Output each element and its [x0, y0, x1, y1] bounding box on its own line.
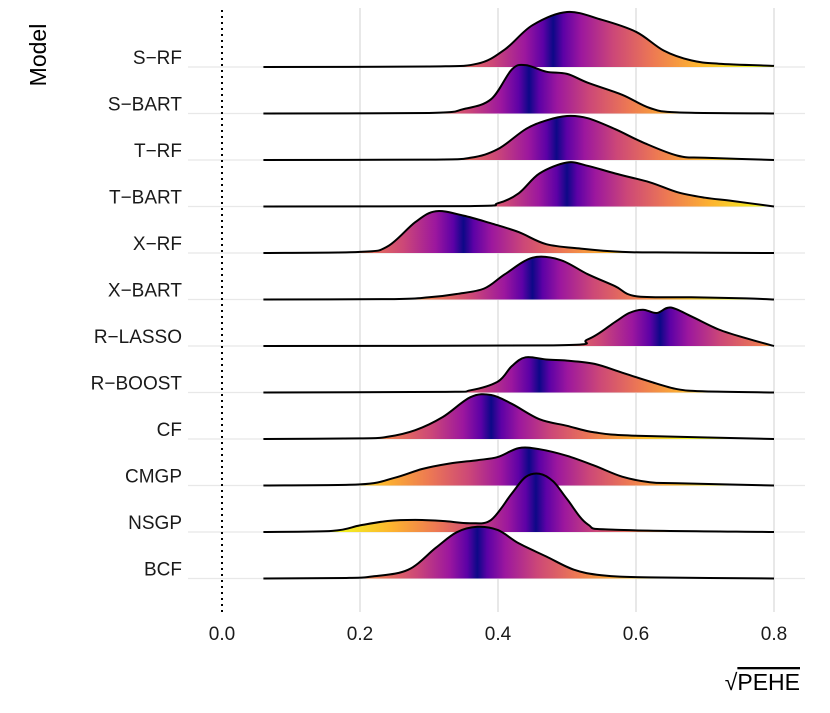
- ridge-3: [263, 114, 775, 161]
- ridge-outline: [263, 472, 775, 533]
- ridge-outline: [263, 10, 775, 68]
- x-tick-label: 0.4: [485, 624, 512, 645]
- ridge-area: [263, 162, 774, 207]
- ridge-area: [263, 115, 774, 160]
- y-tick-labels: S−RF S−BART T−RF T−BART X−RF X−BART R−LASSO R−B…: [91, 48, 183, 581]
- x-axis-title: √PEHE: [725, 669, 800, 695]
- ridge-area: [263, 473, 774, 532]
- ridge-4: [263, 161, 775, 208]
- y-tick-label: R−LASSO: [94, 327, 182, 348]
- y-tick-label: S−RF: [133, 48, 182, 69]
- ridge-2: [263, 63, 775, 115]
- ridge-outline: [263, 255, 775, 301]
- ridge-outline: [263, 209, 775, 254]
- ridge-12: [263, 525, 775, 580]
- x-axis-title-prefix: √: [725, 669, 738, 695]
- x-tick-label: 0.8: [761, 624, 787, 645]
- y-tick-label: CF: [157, 420, 182, 441]
- ridge-1: [263, 10, 775, 68]
- ridge-5: [263, 209, 775, 254]
- y-tick-label: X−BART: [108, 281, 182, 302]
- y-tick-label: T−BART: [109, 188, 182, 209]
- ridge-outline: [263, 114, 775, 161]
- ridges: [263, 10, 775, 580]
- y-tick-label: BCF: [144, 560, 182, 581]
- y-tick-label: CMGP: [125, 467, 182, 488]
- x-tick-label: 0.2: [347, 624, 373, 645]
- ridge-outline: [263, 161, 775, 208]
- y-tick-label: X−RF: [133, 234, 182, 255]
- ridge-area: [263, 394, 774, 439]
- x-tick-labels: 0.0 0.2 0.4 0.6 0.8: [209, 624, 787, 645]
- ridge-area: [263, 526, 774, 579]
- y-tick-label: S−BART: [108, 95, 182, 116]
- ridge-area: [263, 64, 774, 114]
- ridge-outline: [263, 393, 775, 440]
- ridge-8: [263, 356, 775, 394]
- ridge-area: [263, 447, 774, 486]
- y-tick-label: NSGP: [128, 513, 182, 534]
- ridge-outline: [263, 63, 775, 115]
- y-tick-label: T−RF: [134, 141, 182, 162]
- ridge-area: [263, 11, 774, 67]
- ridge-11: [263, 472, 775, 533]
- x-axis-title-text: PEHE: [737, 669, 800, 695]
- y-tick-label: R−BOOST: [91, 374, 183, 395]
- ridge-outline: [263, 525, 775, 580]
- ridge-7: [263, 306, 775, 347]
- ridge-area: [263, 357, 774, 393]
- ridge-6: [263, 255, 775, 301]
- ridge-outline: [263, 306, 775, 347]
- y-axis-title: Model: [25, 24, 51, 87]
- ridge-outline: [263, 356, 775, 394]
- ridge-area: [263, 256, 774, 300]
- ridge-10: [263, 446, 775, 487]
- ridge-outline: [263, 446, 775, 487]
- ridge-9: [263, 393, 775, 440]
- ridge-area: [263, 210, 774, 253]
- x-tick-label: 0.0: [209, 624, 235, 645]
- x-tick-label: 0.6: [623, 624, 649, 645]
- ridge-area: [263, 307, 774, 346]
